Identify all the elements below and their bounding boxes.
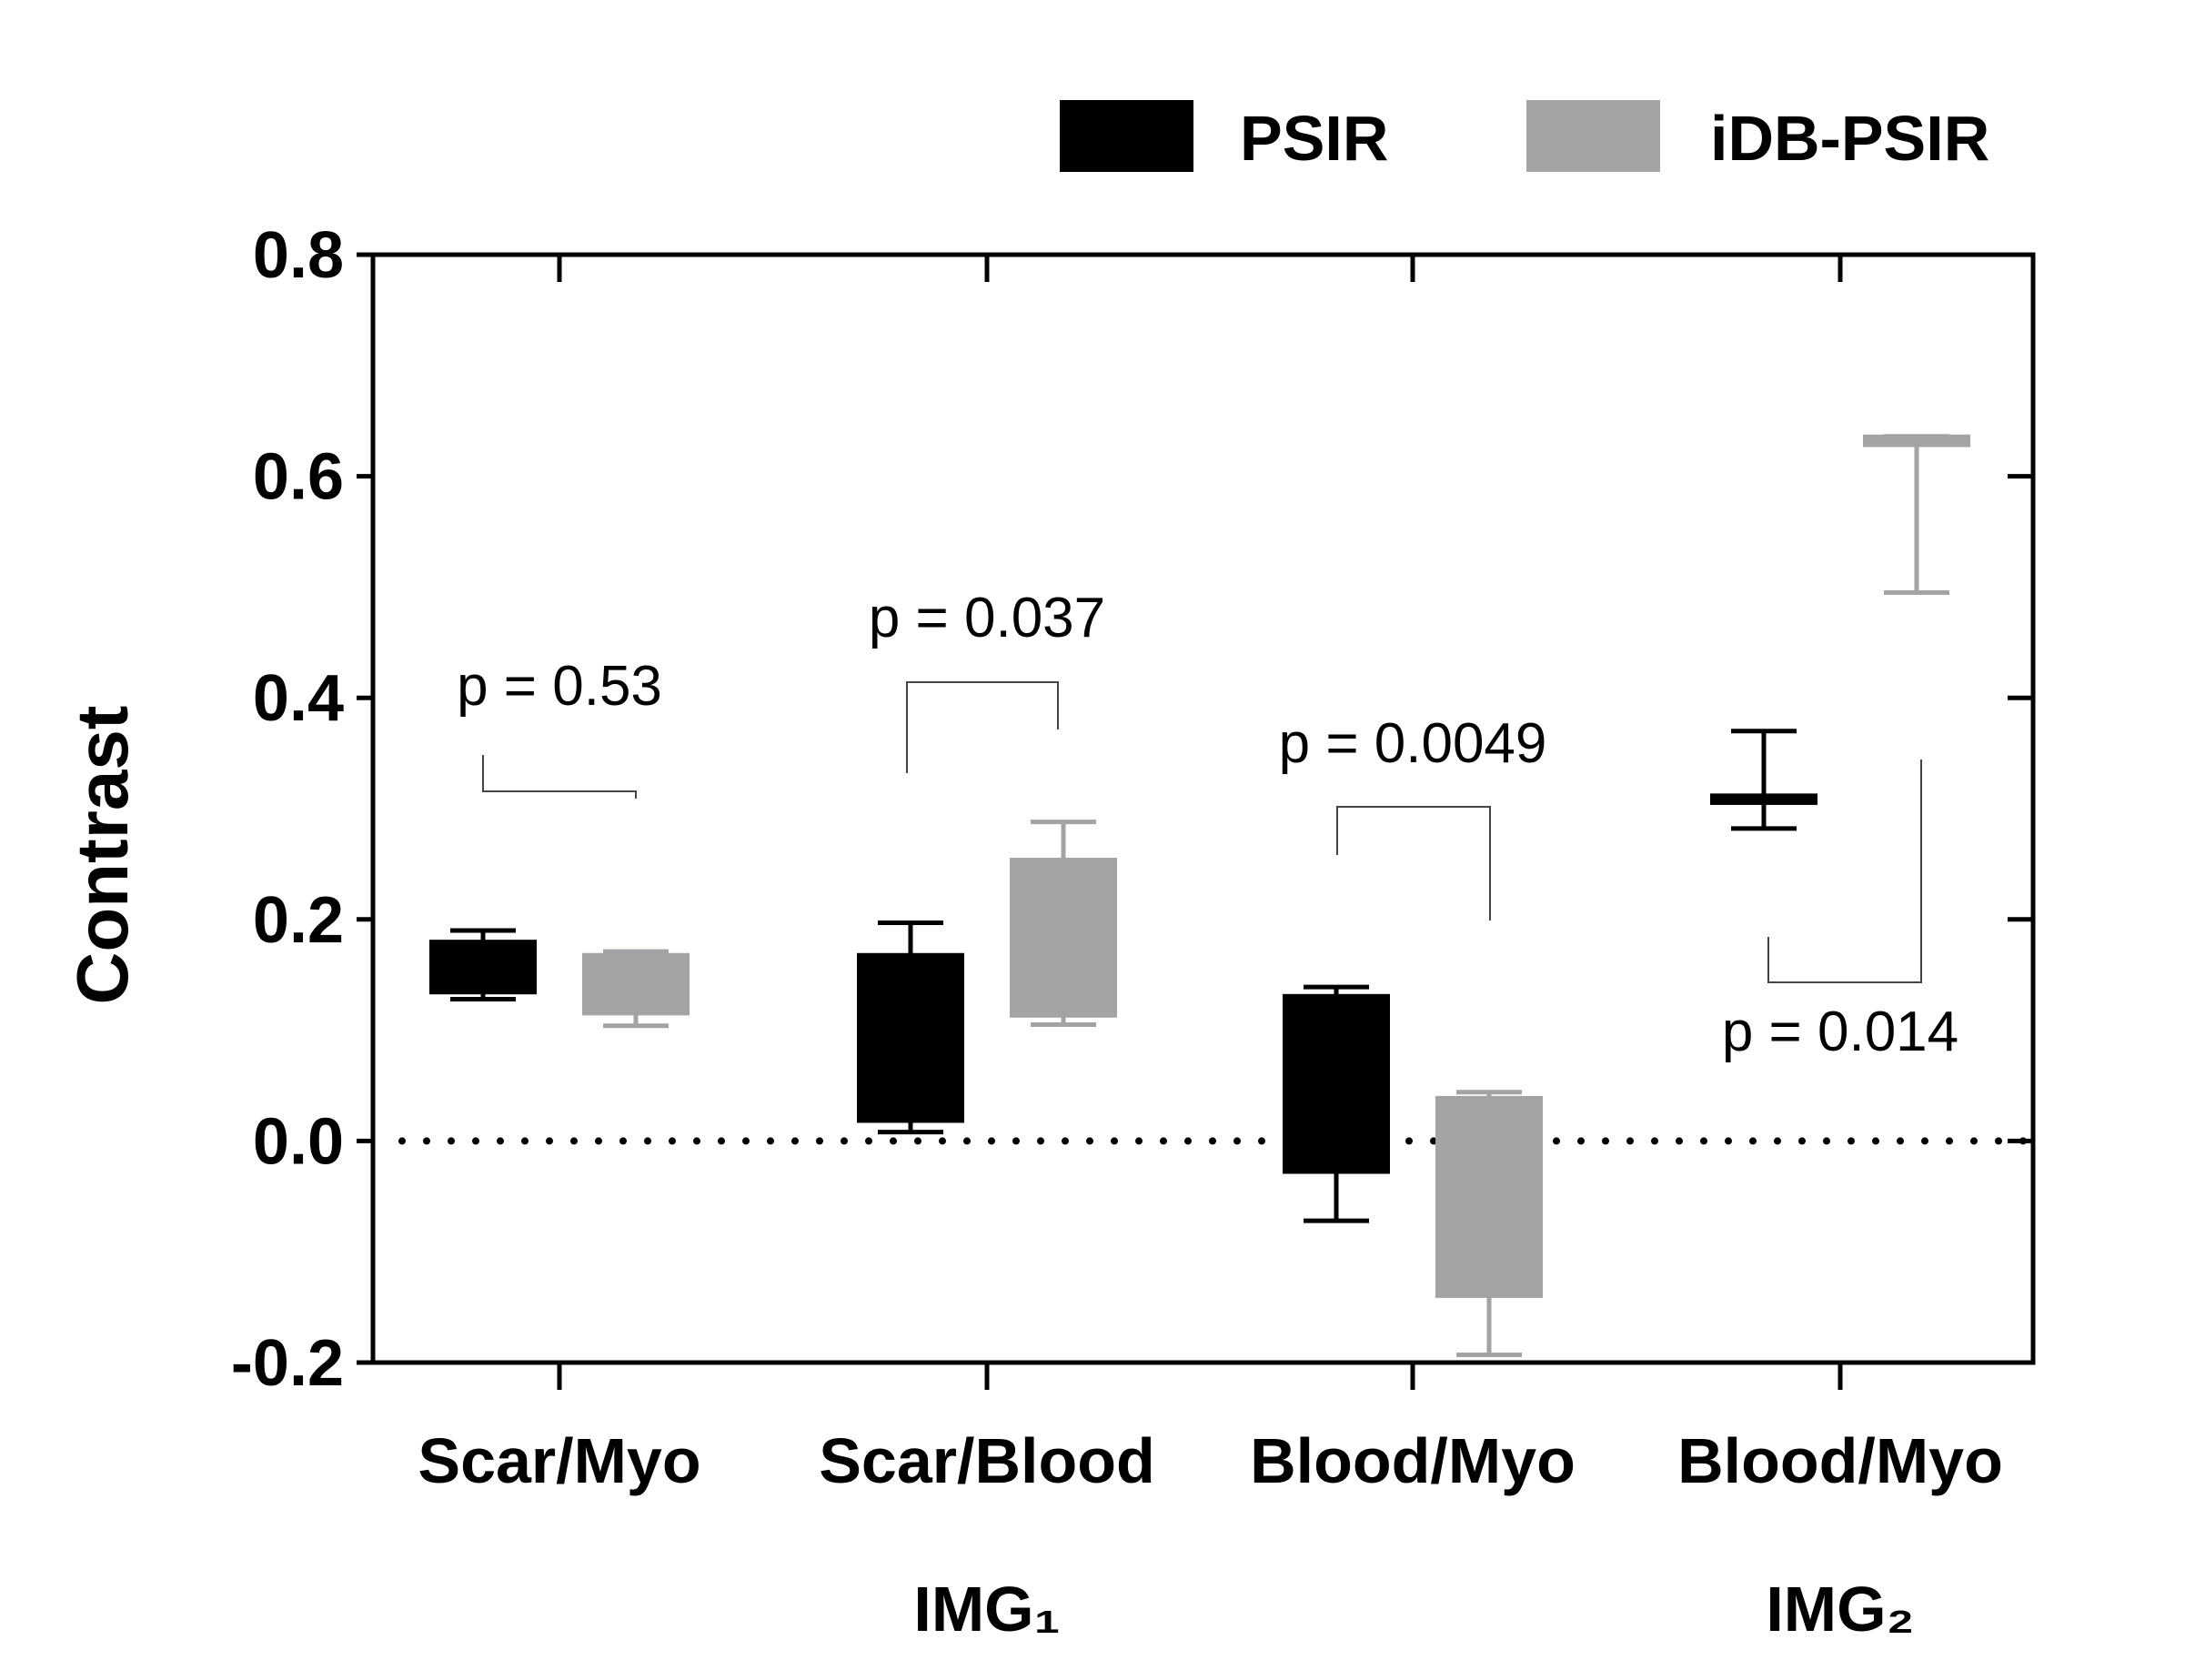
category-label: Blood/Myo — [1677, 1425, 2003, 1496]
p-value-bracket-3: p = 0.014 — [1722, 760, 1958, 1063]
box-psir-3 — [1710, 729, 1817, 831]
box-idb-psir-1 — [1010, 820, 1117, 1028]
category-labels: Scar/Myo Scar/Blood Blood/Myo Blood/Myo — [418, 1425, 2002, 1496]
box — [1283, 993, 1390, 1174]
category-label: Scar/Myo — [418, 1425, 700, 1496]
significance-brackets: p = 0.53 p = 0.037 p = 0.0049 p = 0.014 — [457, 587, 1958, 1063]
box — [429, 940, 537, 995]
y-tick-label: 0.2 — [253, 884, 344, 957]
group-label: IMG₁ — [913, 1574, 1060, 1645]
box — [1863, 434, 1970, 448]
box-idb-psir-3 — [1863, 434, 1970, 595]
box-psir-1 — [857, 920, 964, 1135]
box — [1435, 1095, 1543, 1298]
y-tick-label: 0.6 — [253, 441, 344, 514]
y-tick-label: -0.2 — [231, 1327, 344, 1400]
legend-swatch-idb-psir — [1526, 100, 1660, 172]
p-value-bracket-1: p = 0.037 — [869, 587, 1105, 773]
box-plots — [429, 434, 1970, 1357]
bracket-line — [1336, 806, 1491, 920]
p-value-label: p = 0.53 — [457, 655, 662, 718]
bracket-line — [906, 681, 1059, 773]
box — [582, 952, 690, 1016]
category-label: Blood/Myo — [1250, 1425, 1576, 1496]
box — [1010, 858, 1117, 1018]
plot-frame — [370, 252, 2036, 1365]
box-psir-0 — [429, 928, 537, 1001]
group-labels: IMG₁ IMG₂ — [913, 1574, 1914, 1645]
p-value-label: p = 0.0049 — [1279, 712, 1547, 775]
bracket-line — [482, 755, 637, 799]
p-value-label: p = 0.037 — [869, 587, 1105, 649]
bracket-line — [1767, 760, 1922, 983]
y-tick-label: 0.8 — [253, 219, 344, 292]
y-tick-label: 0.0 — [253, 1105, 344, 1178]
y-axis: 0.8 0.6 0.4 0.2 0.0 -0.2 — [231, 219, 2033, 1400]
p-value-bracket-0: p = 0.53 — [457, 655, 662, 799]
legend: PSIR iDB-PSIR — [1060, 100, 1989, 174]
box-psir-2 — [1283, 984, 1390, 1223]
p-value-bracket-2: p = 0.0049 — [1279, 712, 1547, 920]
legend-label-idb-psir: iDB-PSIR — [1710, 103, 1989, 174]
y-axis-title: Contrast — [62, 706, 143, 1005]
category-label: Scar/Blood — [819, 1425, 1155, 1496]
box-idb-psir-0 — [582, 949, 690, 1029]
y-tick-label: 0.4 — [253, 662, 344, 735]
box — [857, 952, 964, 1123]
legend-swatch-psir — [1060, 100, 1193, 172]
x-axis — [557, 255, 1843, 1390]
p-value-label: p = 0.014 — [1722, 1001, 1958, 1063]
group-label: IMG₂ — [1766, 1574, 1914, 1645]
box — [1710, 793, 1817, 805]
box-idb-psir-2 — [1435, 1090, 1543, 1357]
legend-label-psir: PSIR — [1240, 103, 1388, 174]
